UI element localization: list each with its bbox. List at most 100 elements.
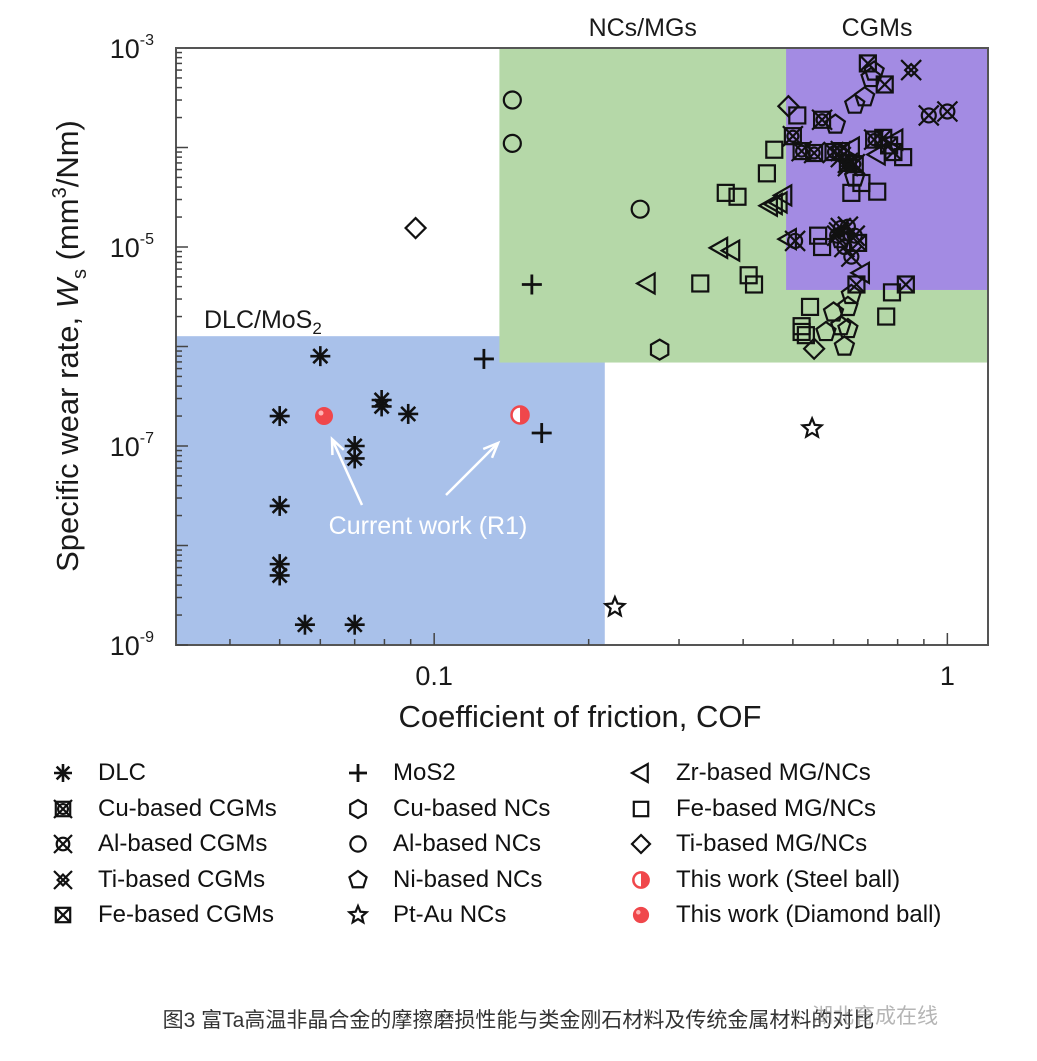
point-fe-based-mg-ncs — [812, 237, 832, 257]
legend-label: Cu-based NCs — [393, 794, 551, 822]
annotation-arrow-steel — [445, 440, 501, 496]
annotation-text: Current work (R1) — [329, 512, 528, 540]
point-cu-based-ncs — [649, 338, 670, 361]
legend-label: Pt-Au NCs — [393, 901, 507, 928]
point-fe-based-cgms — [849, 233, 868, 252]
point-al-based-ncs — [502, 133, 522, 153]
legend-label: DLC — [98, 759, 147, 786]
diamond-icon — [630, 833, 652, 855]
point-ni-based-ncs — [860, 66, 882, 88]
watermark: 湖北育成在线 — [812, 1005, 938, 1028]
x-tick-label: 0.1 — [415, 661, 453, 691]
point-zr-based-mg-ncs — [849, 260, 871, 285]
legend-label: Fe-based CGMs — [98, 901, 275, 928]
legend-label: Cu-based CGMs — [98, 794, 277, 822]
region-label-ncs-mgs: NCs/MGs — [589, 14, 697, 42]
pentagon-icon — [348, 869, 368, 888]
point-dlc — [344, 448, 365, 469]
point-ni-based-ncs — [840, 283, 863, 305]
point-fe-based-cgms — [884, 142, 903, 162]
x-axis-title: Coefficient of friction, COF — [399, 699, 762, 734]
legend-item-ti-based-cgms: Ti-based CGMs — [50, 863, 265, 897]
legend-label: Fe-based MG/NCs — [676, 794, 877, 822]
legend-item-pt-au-ncs: Pt-Au NCs — [345, 898, 506, 932]
point-ni-based-ncs — [843, 93, 866, 114]
point-fe-based-mg-ncs — [716, 183, 735, 202]
point-al-based-ncs — [502, 90, 522, 110]
point-zr-based-mg-ncs — [771, 183, 793, 208]
series-mos2 — [473, 274, 552, 444]
legend-item-fe-based-mg-ncs: Fe-based MG/NCs — [628, 792, 876, 826]
region-label-dlc-mos2: DLC/MoS2 — [204, 306, 322, 338]
x-tick-label: 1 — [940, 661, 955, 691]
legend-label: MoS2 — [393, 759, 456, 786]
legend-item-this-work-steel-ball: This work (Steel ball) — [628, 863, 900, 897]
triangle-left-icon — [629, 762, 649, 784]
legend-label: This work (Steel ball) — [676, 865, 901, 893]
point-pt-au-ncs — [602, 594, 628, 618]
point-fe-based-mg-ncs — [739, 266, 758, 285]
region-dlc-mos2 — [176, 336, 605, 645]
legend-item-zr-based-mg-ncs: Zr-based MG/NCs — [628, 756, 871, 790]
series-ti-based-cgms — [828, 59, 922, 244]
point-dlc — [310, 346, 331, 367]
point-cu-based-cgms — [811, 108, 833, 131]
circle-icon — [349, 835, 367, 853]
y-tick-label: 10-9 — [110, 629, 154, 661]
point-ni-based-ncs — [837, 317, 859, 339]
series-this-work-steel-ball — [510, 405, 530, 425]
point-mos2 — [473, 348, 494, 369]
point-al-based-cgms — [936, 100, 959, 123]
y-axis-title-prefix: Specific wear rate, — [50, 308, 85, 572]
scatter-chart: 0.1 1 10-3 10-5 10-7 10-9 Current work (R1) C… — [49, 14, 989, 734]
point-fe-based-mg-ncs — [868, 182, 887, 201]
point-ti-based-mg-ncs — [404, 216, 428, 240]
square-icon — [632, 800, 650, 817]
y-axis-title-unit-sup: 3 — [49, 187, 71, 198]
point-cu-based-cgms — [803, 142, 825, 164]
y-axis-title-unit-close: /Nm) — [50, 120, 85, 187]
point-this-work-diamond-ball — [315, 407, 334, 426]
annotation-arrow-diamond — [330, 436, 364, 506]
legend-label: Al-based CGMs — [98, 830, 268, 857]
point-fe-based-mg-ncs — [800, 297, 820, 317]
legend-item-mos2: MoS2 — [345, 756, 456, 790]
point-dlc — [371, 396, 392, 417]
point-fe-based-mg-ncs — [744, 275, 764, 294]
legend-label: Al-based NCs — [393, 830, 542, 857]
double-x-icon — [53, 869, 73, 890]
point-al-based-cgms — [918, 104, 940, 127]
legend-item-ni-based-ncs: Ni-based NCs — [345, 863, 542, 897]
point-dlc — [344, 614, 365, 635]
point-fe-based-mg-ncs — [757, 164, 777, 183]
point-pt-au-ncs — [799, 415, 825, 439]
half-circle-red-icon — [632, 870, 650, 889]
asterisk-icon — [54, 764, 72, 782]
series-al-based-ncs — [502, 90, 650, 219]
legend-label: This work (Diamond ball) — [676, 901, 942, 928]
point-dlc — [269, 495, 290, 516]
legend-label: Zr-based MG/NCs — [676, 759, 871, 786]
point-ti-based-cgms — [837, 155, 859, 177]
star-icon — [346, 903, 370, 925]
tick-labels: 0.1 1 10-3 10-5 10-7 10-9 — [110, 32, 955, 691]
point-dlc — [269, 565, 290, 586]
point-ti-based-mg-ncs — [776, 94, 800, 118]
filled-circle-red-icon — [632, 906, 650, 924]
point-fe-based-cgms — [875, 75, 894, 94]
legend-item-al-based-ncs: Al-based NCs — [345, 827, 541, 861]
legend-item-fe-based-cgms: Fe-based CGMs — [50, 898, 274, 932]
series-fe-based-mg-ncs — [691, 106, 913, 345]
hexagon-icon — [349, 798, 367, 819]
point-fe-based-mg-ncs — [792, 322, 811, 342]
figure-caption: 图3 富Ta高温非晶合金的摩擦磨损性能与类金刚石材料及传统金属材料的对比 — [162, 1009, 875, 1032]
series-dlc — [269, 346, 419, 635]
point-dlc — [269, 406, 290, 427]
point-fe-based-mg-ncs — [894, 148, 913, 167]
legend-item-this-work-diamond-ball: This work (Diamond ball) — [628, 898, 941, 932]
point-fe-based-mg-ncs — [691, 274, 710, 293]
data-points — [269, 54, 959, 635]
axis-ticks — [176, 51, 949, 646]
point-fe-based-mg-ncs — [796, 326, 815, 345]
point-ti-based-cgms — [828, 221, 850, 244]
